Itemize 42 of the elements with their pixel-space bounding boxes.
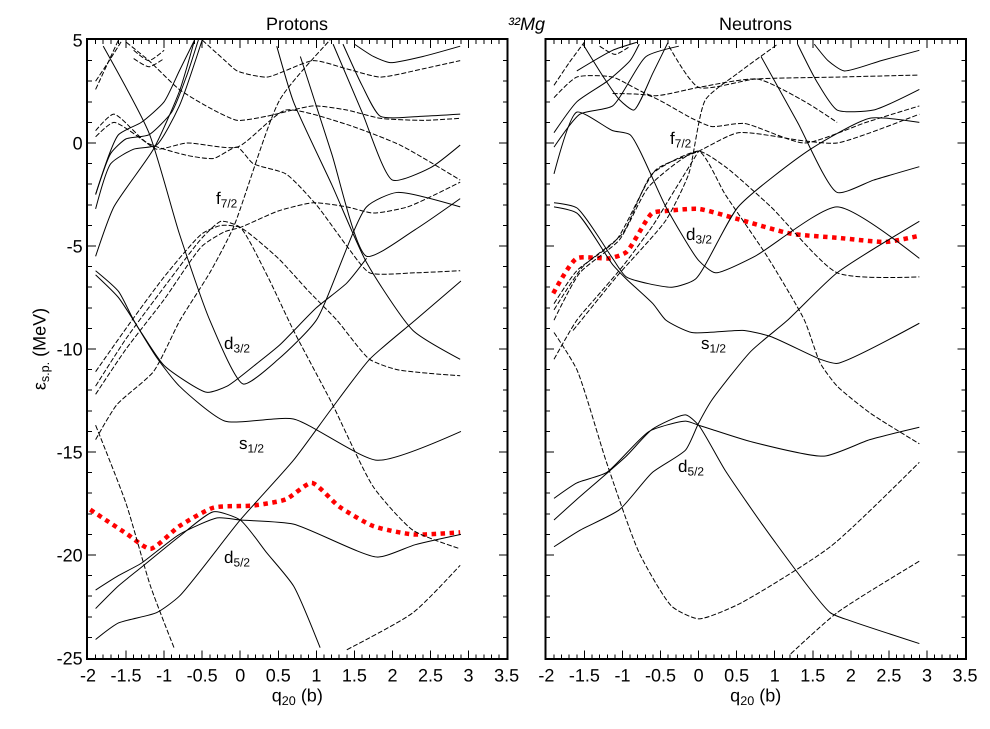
x-tick-label: 1.5: [342, 665, 367, 686]
annotation: s$_{1/2}$: [701, 334, 726, 356]
x-tick-label: -1.5: [110, 665, 142, 686]
x-tick-label: -0.5: [645, 665, 676, 686]
x-tick-label: 2: [846, 665, 856, 686]
annotation: f$_{7/2}$: [216, 189, 238, 211]
annotation: s$_{1/2}$: [239, 434, 264, 456]
y-tick-label: 5: [72, 30, 83, 50]
x-tick-label: 3: [922, 665, 932, 686]
x-axis-title: q$_{20}$ (b): [272, 685, 323, 708]
x-tick-label: 2: [387, 665, 398, 686]
x-tick-label: 0: [235, 665, 246, 686]
x-tick-label: -1: [614, 665, 631, 686]
text: ³²Mg: [508, 14, 545, 34]
x-tick-label: 0: [694, 665, 704, 686]
x-tick-label: -2: [538, 665, 554, 686]
chart-title: Neutrons: [719, 14, 792, 34]
y-tick-label: -20: [56, 545, 83, 566]
y-tick-label: -15: [56, 442, 83, 462]
x-tick-label: -0.5: [186, 665, 218, 686]
annotation: d$_{3/2}$: [224, 334, 250, 356]
annotation: d$_{5/2}$: [224, 548, 250, 570]
x-tick-label: 1: [311, 665, 322, 686]
x-tick-label: 2.5: [418, 665, 444, 686]
y-tick-label: -5: [66, 236, 83, 256]
x-tick-label: 0.5: [724, 665, 750, 686]
x-tick-label: 3.5: [494, 665, 520, 686]
y-tick-label: -10: [56, 339, 83, 360]
x-axis-title: q$_{20}$ (b): [730, 685, 782, 708]
annotation: d$_{5/2}$: [678, 457, 704, 479]
y-tick-label: 0: [72, 133, 83, 154]
x-tick-label: 2.5: [876, 665, 902, 686]
x-tick-label: -1: [156, 665, 172, 686]
x-tick-label: 0.5: [266, 665, 291, 686]
x-tick-label: 1.5: [800, 665, 826, 686]
x-tick-label: -1.5: [568, 665, 600, 686]
x-tick-label: 1: [770, 665, 780, 686]
x-tick-label: 3: [464, 665, 474, 686]
annotation: f$_{7/2}$: [670, 129, 692, 151]
chart-title: Protons: [266, 14, 328, 34]
x-tick-label: 3.5: [952, 665, 978, 686]
annotation: d$_{3/2}$: [686, 225, 712, 247]
